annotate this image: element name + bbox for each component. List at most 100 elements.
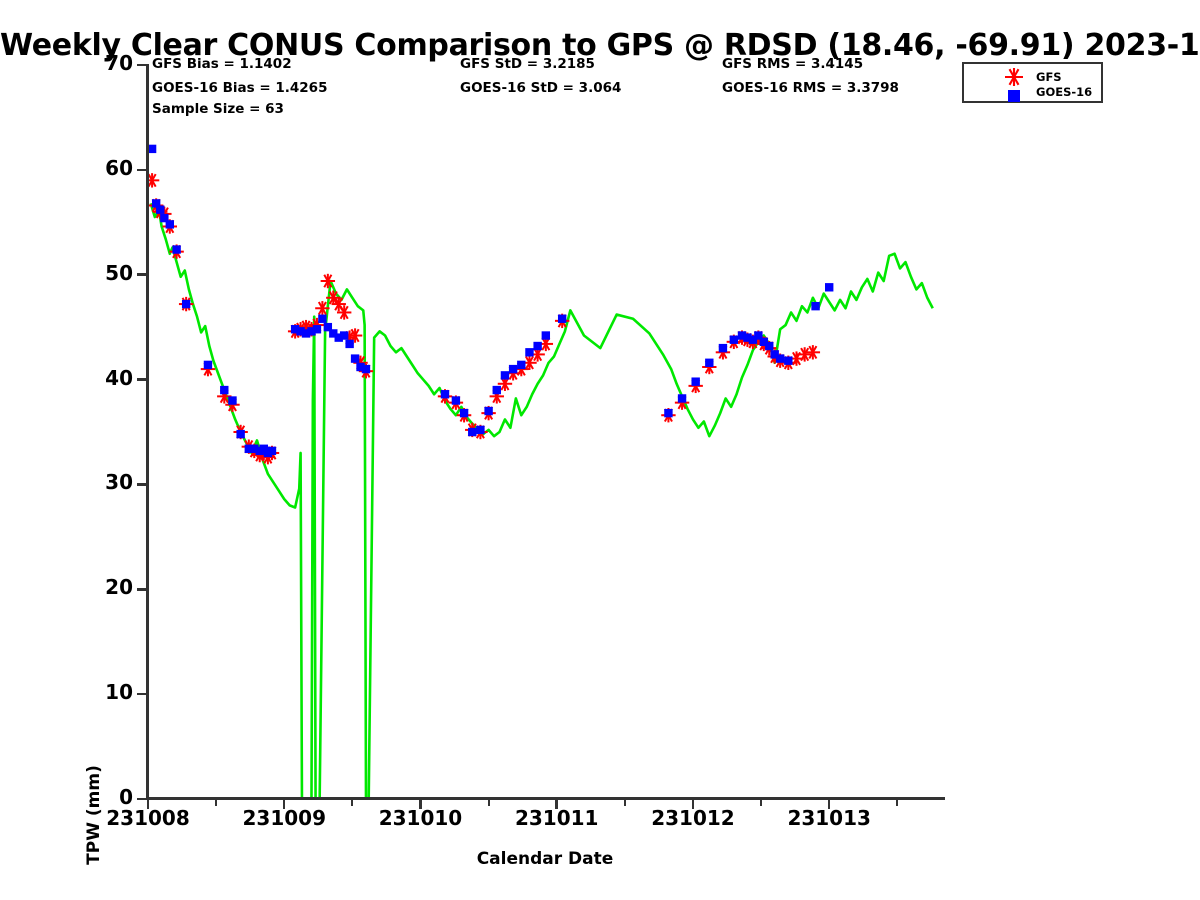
y-tick-label: 0 [119, 785, 133, 809]
goes16-point [339, 331, 349, 340]
goes16-point [165, 220, 174, 229]
goes16-point [172, 245, 181, 254]
x-axis-spine [146, 797, 945, 800]
legend-label-gfs: GFS [1036, 70, 1062, 84]
goes16-point [754, 331, 763, 340]
x-minor-tick [623, 799, 626, 806]
gfs-point [497, 376, 513, 391]
legend-label-goes16: GOES-16 [1036, 85, 1093, 99]
y-tick [137, 692, 146, 696]
goes16-point [361, 364, 371, 374]
gfs-point [805, 345, 821, 360]
goes16-point [775, 354, 785, 363]
chart-canvas [148, 144, 934, 799]
x-tick-label: 231011 [514, 806, 599, 830]
x-minor-tick [215, 799, 218, 806]
goes16-point [345, 339, 354, 349]
goes16-point [492, 385, 501, 395]
stat-gfs-bias: GFS Bias = 1.1402 [152, 56, 292, 72]
goes16-point [356, 362, 365, 372]
y-axis-spine [146, 64, 149, 800]
goes16-point [451, 396, 461, 405]
gps-line [149, 203, 934, 799]
goes16-point [541, 331, 551, 340]
goes16-point [525, 348, 534, 357]
y-tick-label: 20 [105, 575, 133, 600]
goes16-point [228, 396, 237, 405]
goes16-point [329, 329, 338, 338]
goes16-point [151, 199, 161, 208]
goes16-point [350, 354, 360, 363]
y-tick [137, 63, 146, 67]
x-tick [146, 799, 150, 809]
goes16-point [290, 325, 300, 334]
gfs-point [347, 328, 363, 343]
goes16-point [323, 322, 333, 332]
y-tick-label: 30 [105, 470, 133, 495]
x-minor-tick [351, 799, 354, 806]
goes16-scatter [148, 144, 834, 458]
gfs-point [522, 355, 537, 370]
gfs-scatter [148, 173, 821, 465]
goes16-point [468, 427, 477, 437]
x-tick [827, 799, 831, 809]
stat-sample-size: Sample Size = 63 [152, 101, 284, 117]
y-tick-label: 60 [105, 155, 133, 180]
goes16-point [244, 444, 254, 453]
y-tick-label: 40 [105, 365, 133, 390]
y-tick-label: 50 [105, 260, 133, 285]
goes16-point [557, 314, 567, 323]
goes16-point [440, 390, 450, 399]
x-tick-label: 231012 [651, 806, 735, 830]
goes16-point [743, 333, 752, 342]
goes16-point [296, 327, 305, 336]
goes16-point [677, 394, 687, 403]
goes16-point [307, 327, 316, 336]
page-title: Weekly Clear CONUS Comparison to GPS @ R… [0, 28, 1200, 63]
legend: GFS GOES-16 [962, 62, 1103, 103]
goes16-point [476, 425, 485, 435]
goes16-point [737, 331, 747, 340]
y-tick-label: 70 [105, 51, 133, 75]
goes16-point [500, 371, 510, 380]
blue-square-icon [1008, 90, 1020, 102]
y-tick [137, 797, 146, 801]
stat-goes-bias: GOES-16 Bias = 1.4265 [152, 80, 328, 96]
goes16-point [705, 358, 714, 367]
plot-area [148, 65, 945, 799]
goes16-point [181, 299, 191, 309]
x-tick [555, 799, 558, 809]
goes16-point [748, 335, 758, 344]
x-minor-tick [487, 799, 490, 806]
x-axis-title: Calendar Date [476, 849, 614, 869]
goes16-point [203, 360, 213, 370]
gfs-point [315, 301, 330, 316]
stat-gfs-std: GFS StD = 3.2185 [460, 56, 595, 72]
goes16-point [160, 213, 169, 223]
gfs-point [326, 290, 341, 305]
goes16-point [484, 406, 493, 416]
goes16-point [729, 335, 739, 344]
x-minor-tick [896, 799, 899, 806]
stat-gfs-rms: GFS RMS = 3.4145 [722, 56, 864, 72]
goes16-point [770, 350, 779, 359]
gfs-point [797, 347, 812, 362]
y-tick [137, 483, 146, 486]
gfs-point [148, 173, 160, 188]
goes16-point [811, 301, 820, 311]
stat-goes-std: GOES-16 StD = 3.064 [460, 80, 622, 96]
goes16-point [459, 408, 469, 418]
goes16-point [718, 343, 728, 353]
x-tick-label: 231009 [242, 806, 326, 830]
goes16-point [508, 364, 518, 374]
goes16-point [148, 144, 157, 154]
goes16-point [825, 283, 834, 292]
x-tick [282, 799, 286, 809]
goes16-point [250, 444, 259, 453]
y-axis-title: TPW (mm) [84, 765, 104, 865]
gfs-point [336, 305, 352, 320]
x-tick-label: 231008 [106, 806, 190, 830]
gfs-point [320, 273, 336, 289]
x-tick-label: 231013 [787, 806, 871, 830]
goes16-point [220, 385, 229, 395]
